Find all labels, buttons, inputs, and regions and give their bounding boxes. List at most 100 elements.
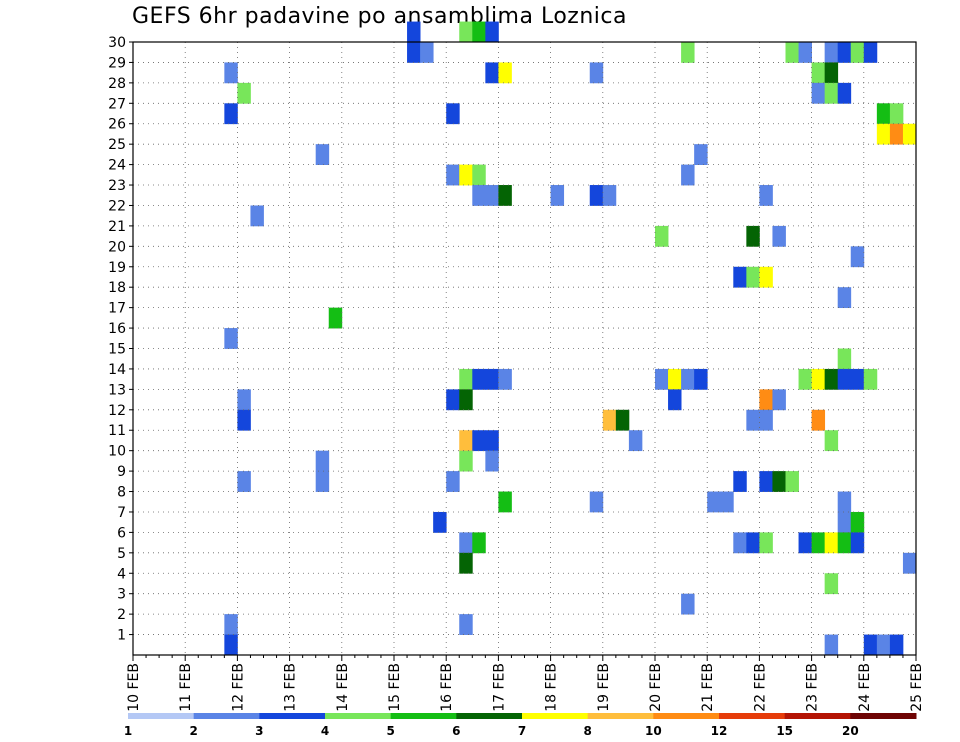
y-tick-label: 17 [108, 301, 126, 317]
precip-cell [837, 348, 852, 370]
x-tick-label: 10 FEB [126, 663, 142, 712]
precip-cell [811, 409, 826, 431]
legend-swatch [784, 713, 851, 719]
precip-cell [224, 62, 238, 84]
x-tick-label: 19 FEB [596, 663, 612, 712]
precip-cell [811, 368, 826, 390]
precip-cell [459, 21, 473, 43]
precip-cell [824, 634, 839, 656]
legend-label: 10 [645, 724, 662, 738]
precip-cell [824, 82, 839, 104]
precip-cell [589, 185, 604, 206]
legend-swatch [587, 713, 654, 719]
y-tick-label: 30 [108, 35, 126, 51]
precip-cell [876, 634, 891, 656]
legend-swatch [456, 713, 523, 719]
precip-cell [615, 409, 630, 431]
y-tick-label: 18 [108, 280, 126, 296]
x-tick-label: 16 FEB [439, 663, 455, 712]
precip-cell [237, 409, 251, 431]
precip-cell [498, 491, 512, 513]
precip-cell [681, 42, 695, 63]
precip-cell [237, 471, 251, 492]
x-tick-label: 22 FEB [752, 663, 768, 712]
legend-swatch [719, 713, 786, 719]
precip-cell [798, 42, 812, 63]
precip-cell [472, 430, 486, 452]
precip-cell [746, 409, 760, 431]
precip-cell [811, 532, 826, 554]
precip-cell [811, 82, 826, 104]
precip-cell [720, 491, 734, 513]
precip-cell [902, 123, 917, 145]
precip-cell [863, 42, 878, 63]
y-tick-label: 5 [117, 546, 126, 562]
precip-cell [759, 409, 773, 431]
y-tick-label: 2 [117, 607, 126, 623]
precip-cell [589, 62, 604, 84]
x-tick-label: 17 FEB [491, 663, 507, 712]
precip-cell [889, 103, 904, 125]
precip-cell [498, 62, 512, 84]
precip-cell [446, 103, 460, 125]
y-tick-label: 10 [108, 444, 126, 460]
precip-cell [824, 532, 839, 554]
y-tick-label: 27 [108, 96, 126, 112]
precip-cell [863, 368, 878, 390]
precip-cell [876, 123, 891, 145]
precip-cell [459, 430, 473, 452]
chart-title: GEFS 6hr padavine po ansamblima Loznica [132, 4, 627, 29]
precip-cell [446, 164, 460, 186]
precip-cell [589, 491, 604, 513]
legend-swatch [259, 713, 326, 719]
y-tick-label: 20 [108, 239, 126, 255]
precip-cell [876, 103, 891, 125]
precip-cell [459, 552, 473, 574]
precip-cell [746, 266, 760, 288]
precip-cell [850, 532, 865, 554]
precip-cell [668, 368, 682, 390]
precip-cell [472, 185, 486, 206]
precip-cell [224, 634, 238, 656]
precip-cell [328, 307, 343, 329]
x-tick-label: 20 FEB [648, 663, 664, 712]
precip-cell [902, 552, 917, 574]
precip-cell [472, 164, 486, 186]
precip-cell [733, 532, 747, 554]
legend-label: 5 [386, 724, 394, 738]
precip-cell [407, 42, 421, 63]
precip-cell [759, 389, 773, 411]
precip-cell [824, 62, 839, 84]
precip-cell [759, 266, 773, 288]
precip-cell [459, 532, 473, 554]
y-tick-label: 9 [117, 464, 126, 480]
precip-cell [459, 614, 473, 635]
legend-swatch [325, 713, 392, 719]
y-tick-label: 13 [108, 382, 126, 398]
legend-label: 1 [124, 724, 132, 738]
y-tick-label: 1 [117, 628, 126, 644]
legend-swatch [653, 713, 720, 719]
precip-cell [837, 511, 852, 533]
precip-cell [798, 368, 812, 390]
precip-cell [498, 185, 512, 206]
legend-label: 12 [711, 724, 728, 738]
x-tick-label: 18 FEB [544, 663, 560, 712]
precip-cell [655, 225, 669, 247]
precip-cell [850, 368, 865, 390]
precip-cell [772, 389, 786, 411]
legend-swatch [128, 713, 195, 719]
precip-cell [628, 430, 643, 452]
precip-cell [315, 450, 330, 472]
legend-swatch [850, 713, 917, 719]
precip-cell [681, 593, 695, 615]
precip-cell [889, 634, 904, 656]
precip-cell [889, 123, 904, 145]
precip-cell [459, 368, 473, 390]
precip-cell [472, 368, 486, 390]
precip-cell [224, 614, 238, 635]
precip-cell [733, 471, 747, 492]
precip-cell [850, 42, 865, 63]
precip-cell [485, 430, 499, 452]
